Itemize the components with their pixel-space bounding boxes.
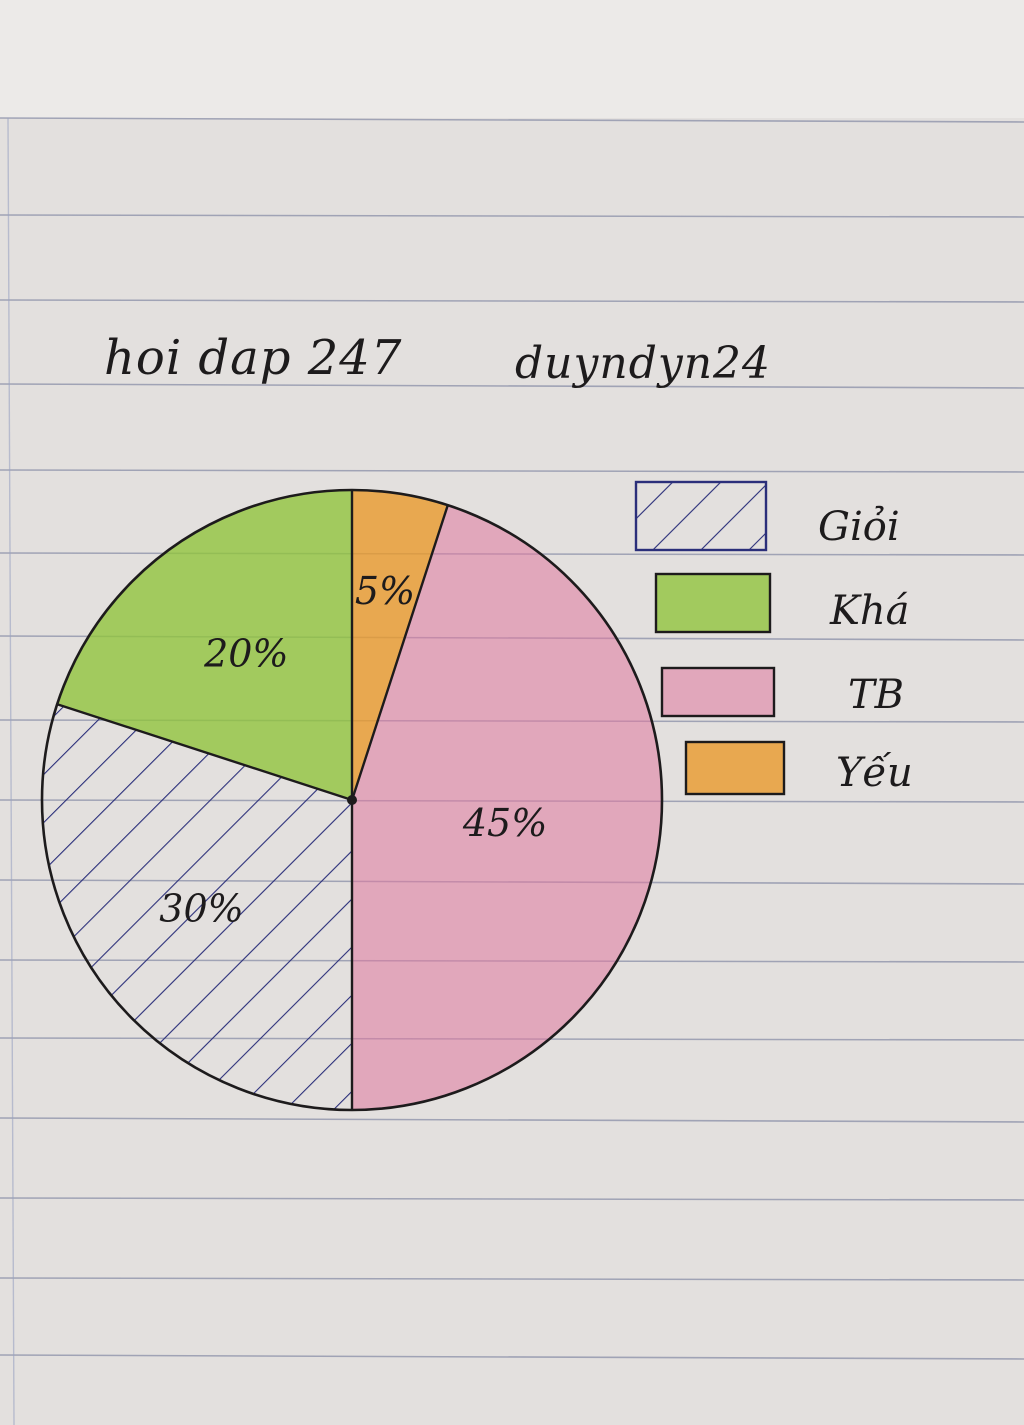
pie-slice-kha [57,490,352,800]
paper-top-margin [0,0,1024,118]
legend-label-kha: Khá [829,588,910,634]
legend-swatch-kha [654,572,772,634]
legend-swatch-yeu [684,740,786,796]
ruled-line [0,299,1024,303]
legend-label-tb: TB [848,672,904,718]
ruled-line [0,117,1024,123]
pie-outline [40,488,664,1112]
handwritten-note-right: duyndyn24 [515,338,772,389]
ruled-line [0,1354,1024,1360]
ruled-line [0,469,1024,473]
slice-label-tb: 45% [462,801,547,845]
slice-divider [350,504,449,801]
ruled-line [0,1197,1024,1201]
legend-label-gioi: Giỏi [818,504,900,550]
ruled-line [0,1277,1024,1281]
handwritten-note-left: hoi dap 247 [104,330,403,386]
ruled-line [0,214,1024,218]
slice-label-yeu: 5% [355,569,415,613]
ruled-line [0,383,1024,389]
ruled-line [0,1117,1024,1123]
slice-label-gioi: 30% [159,886,243,930]
pie-slice-gioi [41,704,352,1110]
legend-swatch-gioi [634,480,768,552]
slice-label-kha: 20% [203,632,288,676]
legend-label-yeu: Yếu [836,750,913,796]
pie-center-dot [347,795,357,805]
pie-slice-tb [352,505,662,1110]
slice-divider [56,703,353,802]
paper-margin-line [7,117,15,1425]
legend-swatch-tb [660,666,776,718]
